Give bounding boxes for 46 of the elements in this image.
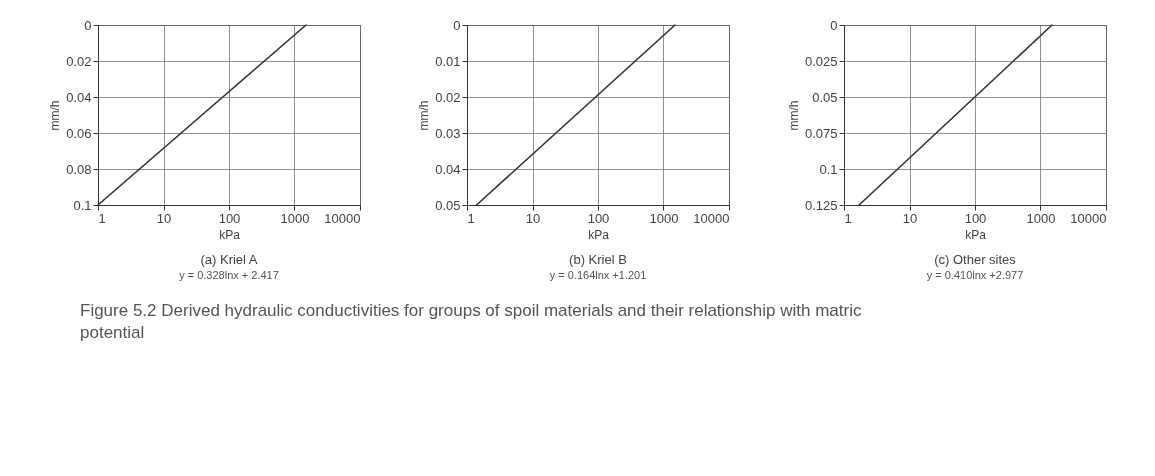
y-axis-title: mm/h xyxy=(417,100,432,131)
y-tick-label: 0.05 xyxy=(435,197,461,213)
x-tick-label: 1000 xyxy=(1026,210,1056,226)
x-tick-label: 10000 xyxy=(1070,210,1107,226)
x-tick-label: 10 xyxy=(902,210,918,226)
x-tick-label: 1000 xyxy=(280,210,310,226)
y-tick-label: 0 xyxy=(453,17,461,33)
text: (a) Kriel A xyxy=(200,252,259,267)
x-tick-label: 10000 xyxy=(324,210,361,226)
y-tick-label: 0.06 xyxy=(66,125,92,141)
y-tick-label: 0.01 xyxy=(435,53,461,69)
y-tick-label: 0.08 xyxy=(66,161,92,177)
x-axis-title: kPa xyxy=(964,227,986,242)
x-tick-label: 10 xyxy=(156,210,172,226)
y-tick-label: 0.05 xyxy=(812,89,838,105)
x-tick-label: 100 xyxy=(588,210,610,226)
y-tick-label: 0.1 xyxy=(819,161,838,177)
x-tick-label: 100 xyxy=(964,210,987,226)
y-tick-label: 0.04 xyxy=(435,161,461,177)
y-axis-title: mm/h xyxy=(48,100,63,131)
x-tick-label: 10 xyxy=(526,210,541,226)
caption: Figure 5.2 Derived hydraulic conductivities for groups of spoil materials and their relationship with matric potential xyxy=(80,300,863,345)
text: y = 0.164lnx +1.201 xyxy=(550,269,647,281)
x-tick-label: 1 xyxy=(98,210,106,226)
x-tick-label: 1 xyxy=(467,210,476,226)
y-tick-label: 0.02 xyxy=(435,89,461,105)
y-tick-label: 0.03 xyxy=(435,125,461,141)
y-tick-label: 0.075 xyxy=(804,125,838,141)
y-axis-title: mm/h xyxy=(786,100,801,131)
y-tick-label: 0 xyxy=(84,17,92,33)
x-tick-label: 100 xyxy=(218,210,241,226)
x-axis-title: kPa xyxy=(219,227,241,242)
x-axis-title: kPa xyxy=(588,227,610,242)
text: y = 0.410lnx +2.977 xyxy=(926,269,1024,281)
x-tick-label: 10000 xyxy=(693,210,730,226)
y-tick-label: 0.1 xyxy=(73,197,92,213)
y-tick-label: 0.02 xyxy=(66,53,92,69)
text: y = 0.328lnx + 2.417 xyxy=(179,269,279,281)
x-tick-label: 1 xyxy=(844,210,852,226)
y-tick-label: 0 xyxy=(830,17,838,33)
text: (c) Other sites xyxy=(934,252,1017,267)
x-tick-label: 1000 xyxy=(650,210,679,226)
text: (b) Kriel B xyxy=(569,252,628,267)
y-tick-label: 0.125 xyxy=(804,197,838,213)
y-tick-label: 0.025 xyxy=(804,53,838,69)
y-tick-label: 0.04 xyxy=(66,89,92,105)
